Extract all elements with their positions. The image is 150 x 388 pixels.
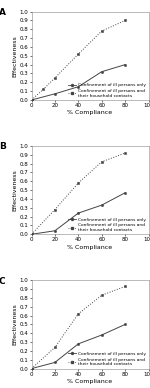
Legend: Confinement of ill persons only, Confinement of ill persons and
their household : Confinement of ill persons only, Confine… <box>68 218 146 232</box>
Legend: Confinement of ill persons only, Confinement of ill persons and
their household : Confinement of ill persons only, Confine… <box>68 83 146 98</box>
X-axis label: % Compliance: % Compliance <box>68 110 112 115</box>
Text: B: B <box>0 142 6 151</box>
Legend: Confinement of ill persons only, Confinement of ill persons and
their household : Confinement of ill persons only, Confine… <box>68 352 146 366</box>
Text: A: A <box>0 8 6 17</box>
X-axis label: % Compliance: % Compliance <box>68 379 112 384</box>
Text: C: C <box>0 277 5 286</box>
Y-axis label: Effectiveness: Effectiveness <box>12 303 17 345</box>
Y-axis label: Effectiveness: Effectiveness <box>12 35 17 77</box>
Y-axis label: Effectiveness: Effectiveness <box>12 169 17 211</box>
X-axis label: % Compliance: % Compliance <box>68 244 112 249</box>
